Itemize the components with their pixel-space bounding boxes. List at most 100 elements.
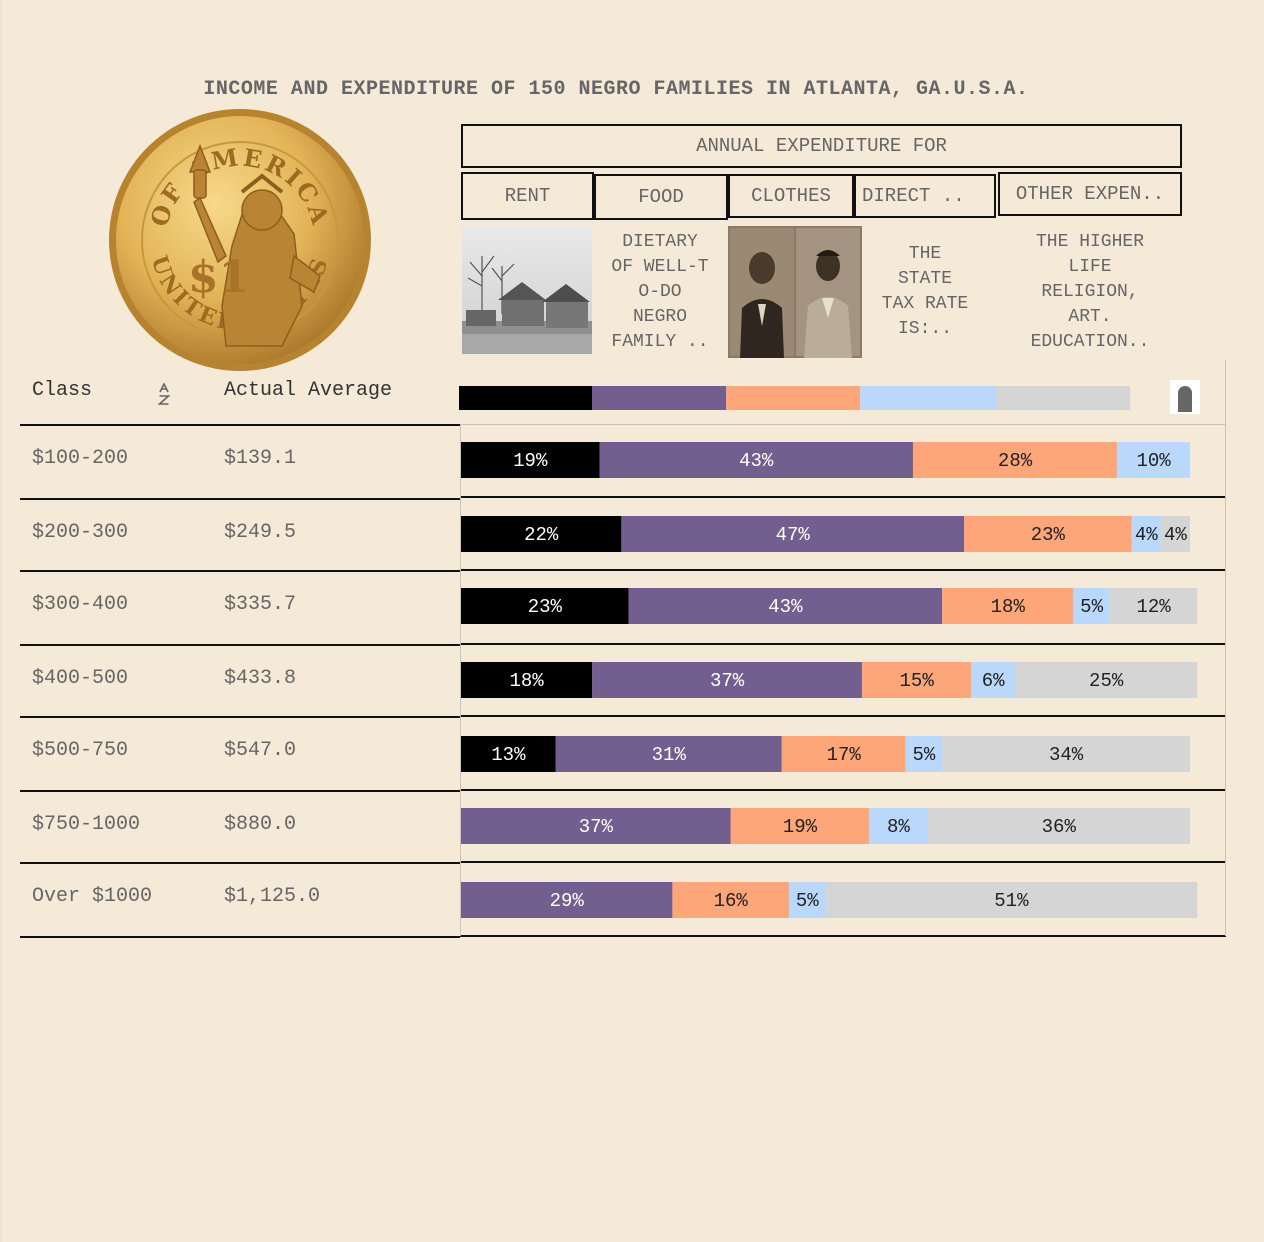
scroll-knob-icon[interactable] bbox=[1178, 386, 1192, 412]
bar-label-food: 43% bbox=[739, 450, 774, 472]
bar-label-other: 36% bbox=[1042, 816, 1077, 838]
bar-label-food: 37% bbox=[710, 670, 745, 692]
bar-label-other: 34% bbox=[1049, 744, 1084, 766]
bar-label-food: 43% bbox=[768, 596, 803, 618]
bar-segment-food bbox=[592, 662, 862, 698]
actual-average-column-header: Actual Average bbox=[224, 379, 393, 402]
bar-segment-food bbox=[555, 736, 782, 772]
bar-label-direct: 5% bbox=[913, 744, 936, 766]
bar-label-food: 31% bbox=[652, 744, 687, 766]
bar-label-other: 51% bbox=[994, 890, 1029, 912]
row-divider bbox=[20, 936, 460, 938]
category-direct-header: DIRECT .. bbox=[854, 174, 996, 218]
dollar-coin-image: OF AMERICA UNITED STATES $1 bbox=[109, 109, 371, 371]
average-cell: $547.0 bbox=[224, 739, 297, 762]
bar-label-direct: 6% bbox=[982, 670, 1005, 692]
class-cell: Over $1000 bbox=[32, 885, 153, 908]
category-clothes-header: CLOTHES bbox=[728, 174, 854, 218]
bar-segment-clothes bbox=[861, 662, 972, 698]
bar-label-food: 37% bbox=[579, 816, 614, 838]
category-rent-header: RENT bbox=[461, 172, 594, 220]
food-description: DIETARY OF WELL-T O-DO NEGRO FAMILY .. bbox=[611, 232, 709, 352]
class-cell: $750-1000 bbox=[32, 813, 141, 836]
bar-segment-food bbox=[599, 442, 913, 478]
bar-label-rent: 22% bbox=[524, 524, 559, 546]
average-cell: $335.7 bbox=[224, 593, 297, 616]
bar-segment-other bbox=[927, 808, 1190, 844]
chart-top-border bbox=[460, 424, 1226, 425]
annual-expenditure-header: ANNUAL EXPENDITURE FOR bbox=[461, 124, 1182, 168]
bar-label-clothes: 16% bbox=[714, 890, 749, 912]
bar-label-other: 25% bbox=[1089, 670, 1124, 692]
chart-row-divider bbox=[460, 496, 1226, 498]
legend-swatch-other bbox=[996, 386, 1130, 410]
page-title: INCOME AND EXPENDITURE OF 150 NEGRO FAMI… bbox=[203, 78, 1029, 101]
bar-segment-other bbox=[1160, 516, 1190, 552]
bar-label-clothes: 19% bbox=[783, 816, 818, 838]
bar-label-direct: 5% bbox=[796, 890, 819, 912]
bar-label-direct: 5% bbox=[1080, 596, 1103, 618]
bar-segment-direct bbox=[971, 662, 1016, 698]
direct-tax-description: THE STATE TAX RATE IS:.. bbox=[881, 244, 969, 339]
bar-segment-direct bbox=[789, 882, 826, 918]
class-cell: $500-750 bbox=[32, 739, 129, 762]
bar-label-clothes: 23% bbox=[1031, 524, 1066, 546]
bar-label-food: 47% bbox=[776, 524, 811, 546]
chart-row-divider bbox=[460, 789, 1226, 791]
bar-segment-clothes bbox=[672, 882, 790, 918]
chart-row-divider bbox=[460, 861, 1226, 863]
row-divider bbox=[20, 498, 460, 500]
coin-denomination: $1 bbox=[188, 252, 249, 303]
bar-segment-food bbox=[628, 588, 943, 624]
category-food-header: FOOD bbox=[594, 174, 728, 220]
row-divider bbox=[20, 790, 460, 792]
chart-row-divider bbox=[460, 715, 1226, 717]
bar-segment-food bbox=[461, 882, 673, 918]
row-divider bbox=[20, 716, 460, 718]
row-divider bbox=[20, 570, 460, 572]
average-cell: $433.8 bbox=[224, 667, 297, 690]
bar-segment-clothes bbox=[912, 442, 1118, 478]
bar-label-food: 29% bbox=[550, 890, 585, 912]
bar-segment-rent bbox=[461, 662, 593, 698]
bar-segment-direct bbox=[905, 736, 943, 772]
class-column-header: Class bbox=[32, 379, 93, 402]
bar-segment-other bbox=[1109, 588, 1198, 624]
class-cell: $400-500 bbox=[32, 667, 129, 690]
bar-segment-rent bbox=[461, 588, 629, 624]
bar-segment-other bbox=[825, 882, 1198, 918]
bar-label-rent: 13% bbox=[491, 744, 526, 766]
bar-segment-rent bbox=[461, 736, 556, 772]
left-edge-strip bbox=[0, 0, 2, 1242]
bar-segment-direct bbox=[1131, 516, 1161, 552]
bar-segment-clothes bbox=[964, 516, 1132, 552]
sort-az-icon[interactable] bbox=[157, 383, 171, 405]
class-cell: $300-400 bbox=[32, 593, 129, 616]
bar-segment-clothes bbox=[730, 808, 870, 844]
average-cell: $139.1 bbox=[224, 447, 297, 470]
chart-row-divider bbox=[460, 643, 1226, 645]
bar-label-direct: 10% bbox=[1136, 450, 1171, 472]
bar-label-rent: 23% bbox=[528, 596, 563, 618]
average-cell: $880.0 bbox=[224, 813, 297, 836]
other-expense-description: THE HIGHER LIFE RELIGION, ART. EDUCATION… bbox=[1030, 232, 1150, 352]
bar-segment-clothes bbox=[781, 736, 906, 772]
bar-label-other: 4% bbox=[1164, 524, 1187, 546]
legend-swatch-clothes bbox=[726, 386, 860, 410]
class-cell: $200-300 bbox=[32, 521, 129, 544]
bar-label-direct: 8% bbox=[887, 816, 910, 838]
bar-segment-direct bbox=[1117, 442, 1190, 478]
scroll-handle[interactable] bbox=[1170, 380, 1200, 414]
bar-label-clothes: 18% bbox=[991, 596, 1026, 618]
bar-segment-other bbox=[1015, 662, 1198, 698]
bar-label-other: 12% bbox=[1136, 596, 1171, 618]
chart-right-border bbox=[1225, 360, 1226, 936]
bar-segment-other bbox=[942, 736, 1190, 772]
chart-row-divider bbox=[460, 935, 1226, 937]
bar-segment-rent bbox=[461, 442, 600, 478]
bar-segment-food bbox=[461, 808, 731, 844]
average-cell: $1,125.0 bbox=[224, 885, 321, 908]
bar-segment-clothes bbox=[942, 588, 1074, 624]
bar-segment-direct bbox=[869, 808, 928, 844]
